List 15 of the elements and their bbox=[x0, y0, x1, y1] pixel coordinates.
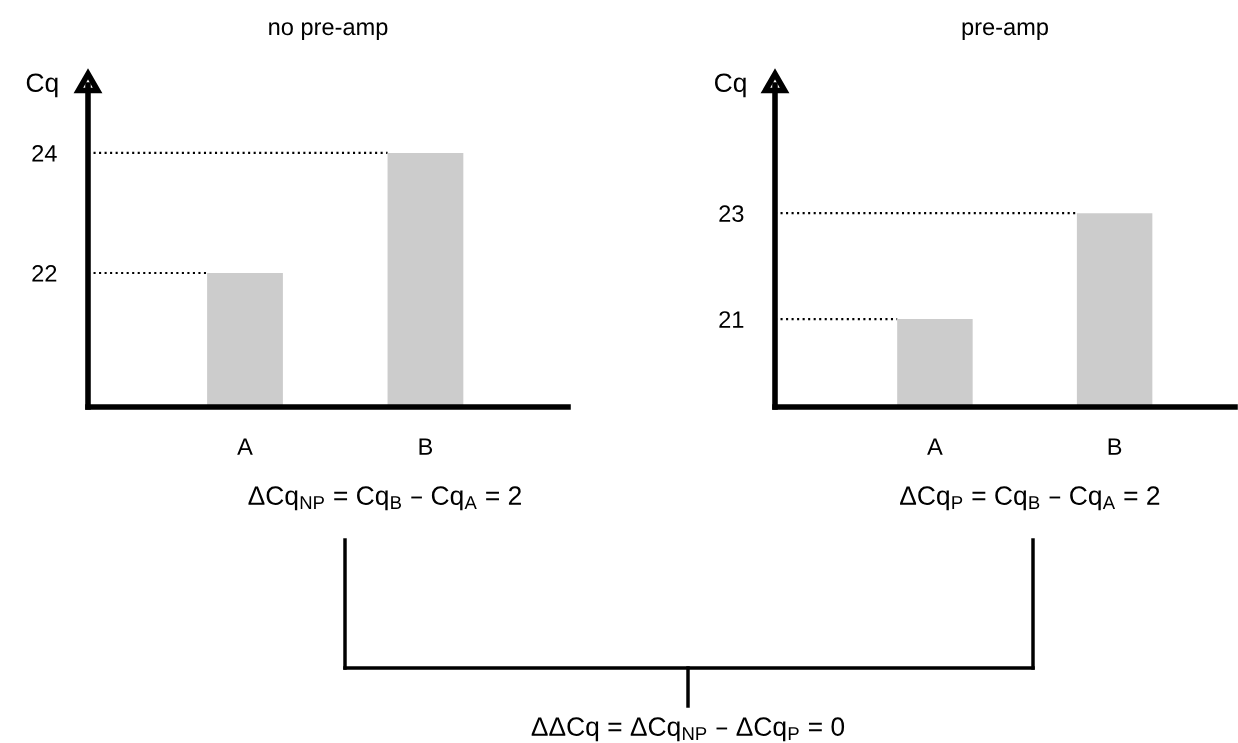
y-tick-label: 23 bbox=[719, 205, 744, 222]
x-tick-label: B bbox=[1108, 438, 1122, 455]
text: ΔCq$_{P}$ = Cq$_{B}$ – Cq$_{A}$ = 2 bbox=[900, 486, 1160, 511]
text: ΔCq$_{NP}$ = Cq$_{B}$ – Cq$_{A}$ = 2 bbox=[248, 486, 521, 511]
x-tick-label: B bbox=[419, 438, 433, 455]
chart-title: pre-amp bbox=[962, 22, 1048, 40]
x-tick-label: A bbox=[927, 438, 943, 455]
y-axis-title: Cq bbox=[715, 73, 746, 98]
x-tick-label: A bbox=[237, 438, 253, 455]
y-tick-label: 21 bbox=[719, 311, 744, 328]
y-axis-title: Cq bbox=[26, 73, 58, 98]
text: ΔΔCq = ΔCq$_{NP}$ – ΔCq$_{P}$ = 0 bbox=[531, 717, 845, 742]
y-tick-label: 22 bbox=[32, 265, 57, 282]
y-tick-label: 24 bbox=[32, 144, 57, 162]
chart-title: no pre-amp bbox=[269, 22, 388, 40]
